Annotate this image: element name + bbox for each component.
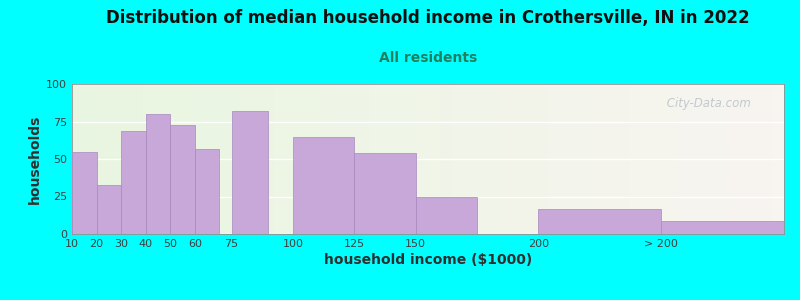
Bar: [511, 84, 523, 234]
Bar: [333, 84, 345, 234]
Bar: [274, 84, 286, 234]
Bar: [131, 84, 143, 234]
Bar: [749, 84, 760, 234]
Bar: [416, 196, 477, 234]
Bar: [286, 84, 298, 234]
Bar: [226, 84, 238, 234]
X-axis label: household income ($1000): household income ($1000): [324, 253, 532, 267]
Bar: [119, 84, 131, 234]
Bar: [369, 84, 381, 234]
Bar: [170, 124, 194, 234]
Bar: [72, 152, 97, 234]
Bar: [293, 136, 354, 234]
Bar: [452, 84, 464, 234]
Text: City-Data.com: City-Data.com: [663, 98, 751, 110]
Bar: [713, 84, 725, 234]
Bar: [238, 84, 250, 234]
Bar: [194, 148, 219, 234]
Bar: [594, 84, 606, 234]
Bar: [392, 84, 404, 234]
Bar: [416, 84, 428, 234]
Bar: [642, 84, 654, 234]
Bar: [475, 84, 487, 234]
Bar: [262, 84, 274, 234]
Bar: [121, 130, 146, 234]
Bar: [202, 84, 214, 234]
Y-axis label: households: households: [28, 114, 42, 204]
Bar: [96, 84, 107, 234]
Bar: [214, 84, 226, 234]
Bar: [760, 84, 772, 234]
Bar: [464, 84, 475, 234]
Bar: [231, 111, 269, 234]
Bar: [440, 84, 452, 234]
Bar: [701, 84, 713, 234]
Bar: [298, 84, 310, 234]
Bar: [404, 84, 416, 234]
Bar: [630, 84, 642, 234]
Bar: [606, 84, 618, 234]
Bar: [167, 84, 179, 234]
Bar: [72, 84, 84, 234]
Bar: [84, 84, 96, 234]
Bar: [582, 84, 594, 234]
Bar: [535, 84, 546, 234]
Bar: [523, 84, 534, 234]
Bar: [666, 84, 677, 234]
Bar: [677, 84, 689, 234]
Bar: [190, 84, 202, 234]
Bar: [725, 84, 737, 234]
Bar: [499, 84, 511, 234]
Bar: [321, 84, 333, 234]
Bar: [654, 84, 666, 234]
Bar: [179, 84, 190, 234]
Bar: [97, 184, 121, 234]
Bar: [143, 84, 155, 234]
Bar: [737, 84, 749, 234]
Bar: [381, 84, 392, 234]
Bar: [428, 84, 440, 234]
Bar: [357, 84, 369, 234]
Bar: [487, 84, 499, 234]
Bar: [107, 84, 119, 234]
Bar: [155, 84, 167, 234]
Bar: [310, 84, 321, 234]
Bar: [250, 84, 262, 234]
Bar: [618, 84, 630, 234]
Bar: [772, 84, 784, 234]
Bar: [146, 114, 170, 234]
Text: All residents: All residents: [379, 51, 477, 65]
Bar: [689, 84, 701, 234]
Bar: [538, 208, 662, 234]
Bar: [345, 84, 357, 234]
Bar: [558, 84, 570, 234]
Bar: [546, 84, 558, 234]
Text: Distribution of median household income in Crothersville, IN in 2022: Distribution of median household income …: [106, 9, 750, 27]
Bar: [662, 220, 784, 234]
Bar: [354, 153, 416, 234]
Bar: [570, 84, 582, 234]
